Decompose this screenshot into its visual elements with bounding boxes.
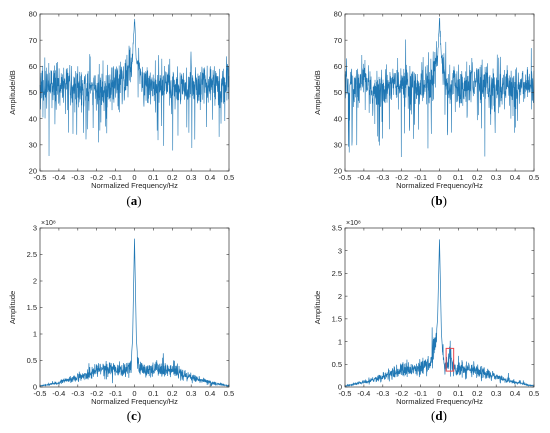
- y-tick-label: 3.5: [332, 224, 342, 233]
- y-tick-label: 70: [29, 36, 37, 45]
- highlight-box: [445, 347, 455, 372]
- x-tick-label: 0.2: [472, 389, 482, 398]
- panel-label: (a): [126, 193, 141, 208]
- y-tick-label: 60: [29, 62, 37, 71]
- x-tick-label: -0.1: [109, 389, 122, 398]
- series-line-d: [344, 239, 535, 388]
- y-axis-label: Amplitude: [8, 291, 17, 324]
- x-tick-label: 0.5: [224, 173, 234, 182]
- y-tick-label: 0: [33, 383, 37, 392]
- y-tick-label: 0.5: [332, 360, 342, 369]
- y-tick-label: 50: [334, 88, 342, 97]
- x-tick-label: -0.5: [34, 389, 47, 398]
- x-tick-label: 0.2: [167, 173, 177, 182]
- x-tick-label: -0.5: [339, 173, 352, 182]
- y-tick-label: 30: [334, 141, 342, 150]
- x-axis-label: Normalized Frequency/Hz: [91, 397, 178, 406]
- y-tick-label: 0.5: [27, 356, 37, 365]
- x-tick-label: 0: [132, 389, 136, 398]
- x-tick-label: 0.4: [205, 389, 215, 398]
- x-tick-label: -0.1: [109, 173, 122, 182]
- y-tick-label: 80: [334, 10, 342, 19]
- y-axis-label: Amplitude/dB: [8, 70, 17, 115]
- x-axis-label: Normalized Frequency/Hz: [396, 397, 483, 406]
- panel-label: (b): [431, 193, 447, 208]
- x-tick-label: -0.4: [52, 389, 65, 398]
- chart-panel-b: -0.5 -0.4 -0.3 -0.2 -0.1 0 0.1 0.2 0.3 0.4 0.5 20 30…: [313, 10, 539, 208]
- chart-panel-d: -0.5 -0.4 -0.3 -0.2 -0.1 0 0.1 0.2 0.3 0.4 0.5 0 0.5…: [313, 220, 539, 423]
- x-tick-label: -0.3: [71, 389, 84, 398]
- x-tick-label: -0.1: [414, 173, 427, 182]
- x-tick-label: -0.5: [339, 389, 352, 398]
- x-tick-label: 0.2: [167, 389, 177, 398]
- x-tick-label: 0.1: [148, 389, 158, 398]
- y-tick-label: 70: [334, 36, 342, 45]
- x-tick-label: 0.4: [205, 173, 215, 182]
- y-exponent-label: ×10⁸: [41, 220, 56, 227]
- chart-panel-a: -0.5 -0.4 -0.3 -0.2 -0.1 0 0.1 0.2 0.3 0.4 0.5 20 30…: [8, 10, 234, 208]
- x-tick-label: 0.5: [529, 389, 539, 398]
- x-tick-label: -0.2: [395, 389, 408, 398]
- y-tick-label: 30: [29, 141, 37, 150]
- y-tick-label: 50: [29, 88, 37, 97]
- y-tick-label: 20: [29, 167, 37, 176]
- x-tick-label: -0.3: [376, 173, 389, 182]
- x-tick-label: 0.3: [186, 173, 196, 182]
- x-tick-label: 0.3: [186, 389, 196, 398]
- y-tick-label: 80: [29, 10, 37, 19]
- x-tick-label: 0.1: [453, 389, 463, 398]
- y-tick-label: 2.5: [27, 250, 37, 259]
- x-tick-label: -0.4: [52, 173, 65, 182]
- x-tick-label: 0.1: [148, 173, 158, 182]
- x-axis-label: Normalized Frequency/Hz: [91, 181, 178, 190]
- x-tick-label: 0.3: [491, 389, 501, 398]
- x-tick-label: -0.5: [34, 173, 47, 182]
- x-axis-label: Normalized Frequency/Hz: [396, 181, 483, 190]
- x-tick-label: -0.2: [395, 173, 408, 182]
- x-tick-label: 0.1: [453, 173, 463, 182]
- panel-label: (d): [431, 408, 447, 423]
- y-tick-label: 2: [338, 292, 342, 301]
- y-tick-label: 40: [29, 114, 37, 123]
- x-tick-label: 0: [437, 389, 441, 398]
- x-tick-label: 0.5: [529, 173, 539, 182]
- y-exponent-label: ×10⁸: [346, 220, 361, 227]
- x-tick-label: 0.2: [472, 173, 482, 182]
- y-tick-label: 60: [334, 62, 342, 71]
- x-tick-label: 0.5: [224, 389, 234, 398]
- series-line-a: [39, 18, 230, 157]
- x-tick-label: -0.2: [90, 173, 103, 182]
- y-tick-label: 40: [334, 114, 342, 123]
- series-line-b: [344, 17, 535, 158]
- x-tick-label: -0.4: [357, 389, 370, 398]
- y-tick-label: 20: [334, 167, 342, 176]
- y-tick-label: 0: [338, 383, 342, 392]
- x-tick-label: 0.3: [491, 173, 501, 182]
- y-tick-label: 1: [338, 337, 342, 346]
- x-tick-label: -0.2: [90, 389, 103, 398]
- chart-panel-c: -0.5 -0.4 -0.3 -0.2 -0.1 0 0.1 0.2 0.3 0.4 0.5 0 0.5…: [8, 220, 234, 423]
- x-tick-label: 0: [437, 173, 441, 182]
- y-tick-label: 1: [33, 330, 37, 339]
- x-tick-label: 0.4: [510, 173, 520, 182]
- x-tick-label: -0.4: [357, 173, 370, 182]
- x-tick-label: 0: [132, 173, 136, 182]
- y-tick-label: 3: [338, 246, 342, 255]
- y-axis-label: Amplitude: [313, 291, 322, 324]
- x-tick-label: -0.1: [414, 389, 427, 398]
- y-tick-label: 1.5: [332, 315, 342, 324]
- x-tick-label: -0.3: [376, 389, 389, 398]
- y-tick-label: 1.5: [27, 303, 37, 312]
- y-tick-label: 2: [33, 277, 37, 286]
- y-axis-label: Amplitude/dB: [313, 70, 322, 115]
- y-tick-label: 3: [33, 224, 37, 233]
- x-tick-label: 0.4: [510, 389, 520, 398]
- panel-label: (c): [127, 408, 141, 423]
- series-line-c: [39, 238, 230, 388]
- x-tick-label: -0.3: [71, 173, 84, 182]
- y-tick-label: 2.5: [332, 269, 342, 278]
